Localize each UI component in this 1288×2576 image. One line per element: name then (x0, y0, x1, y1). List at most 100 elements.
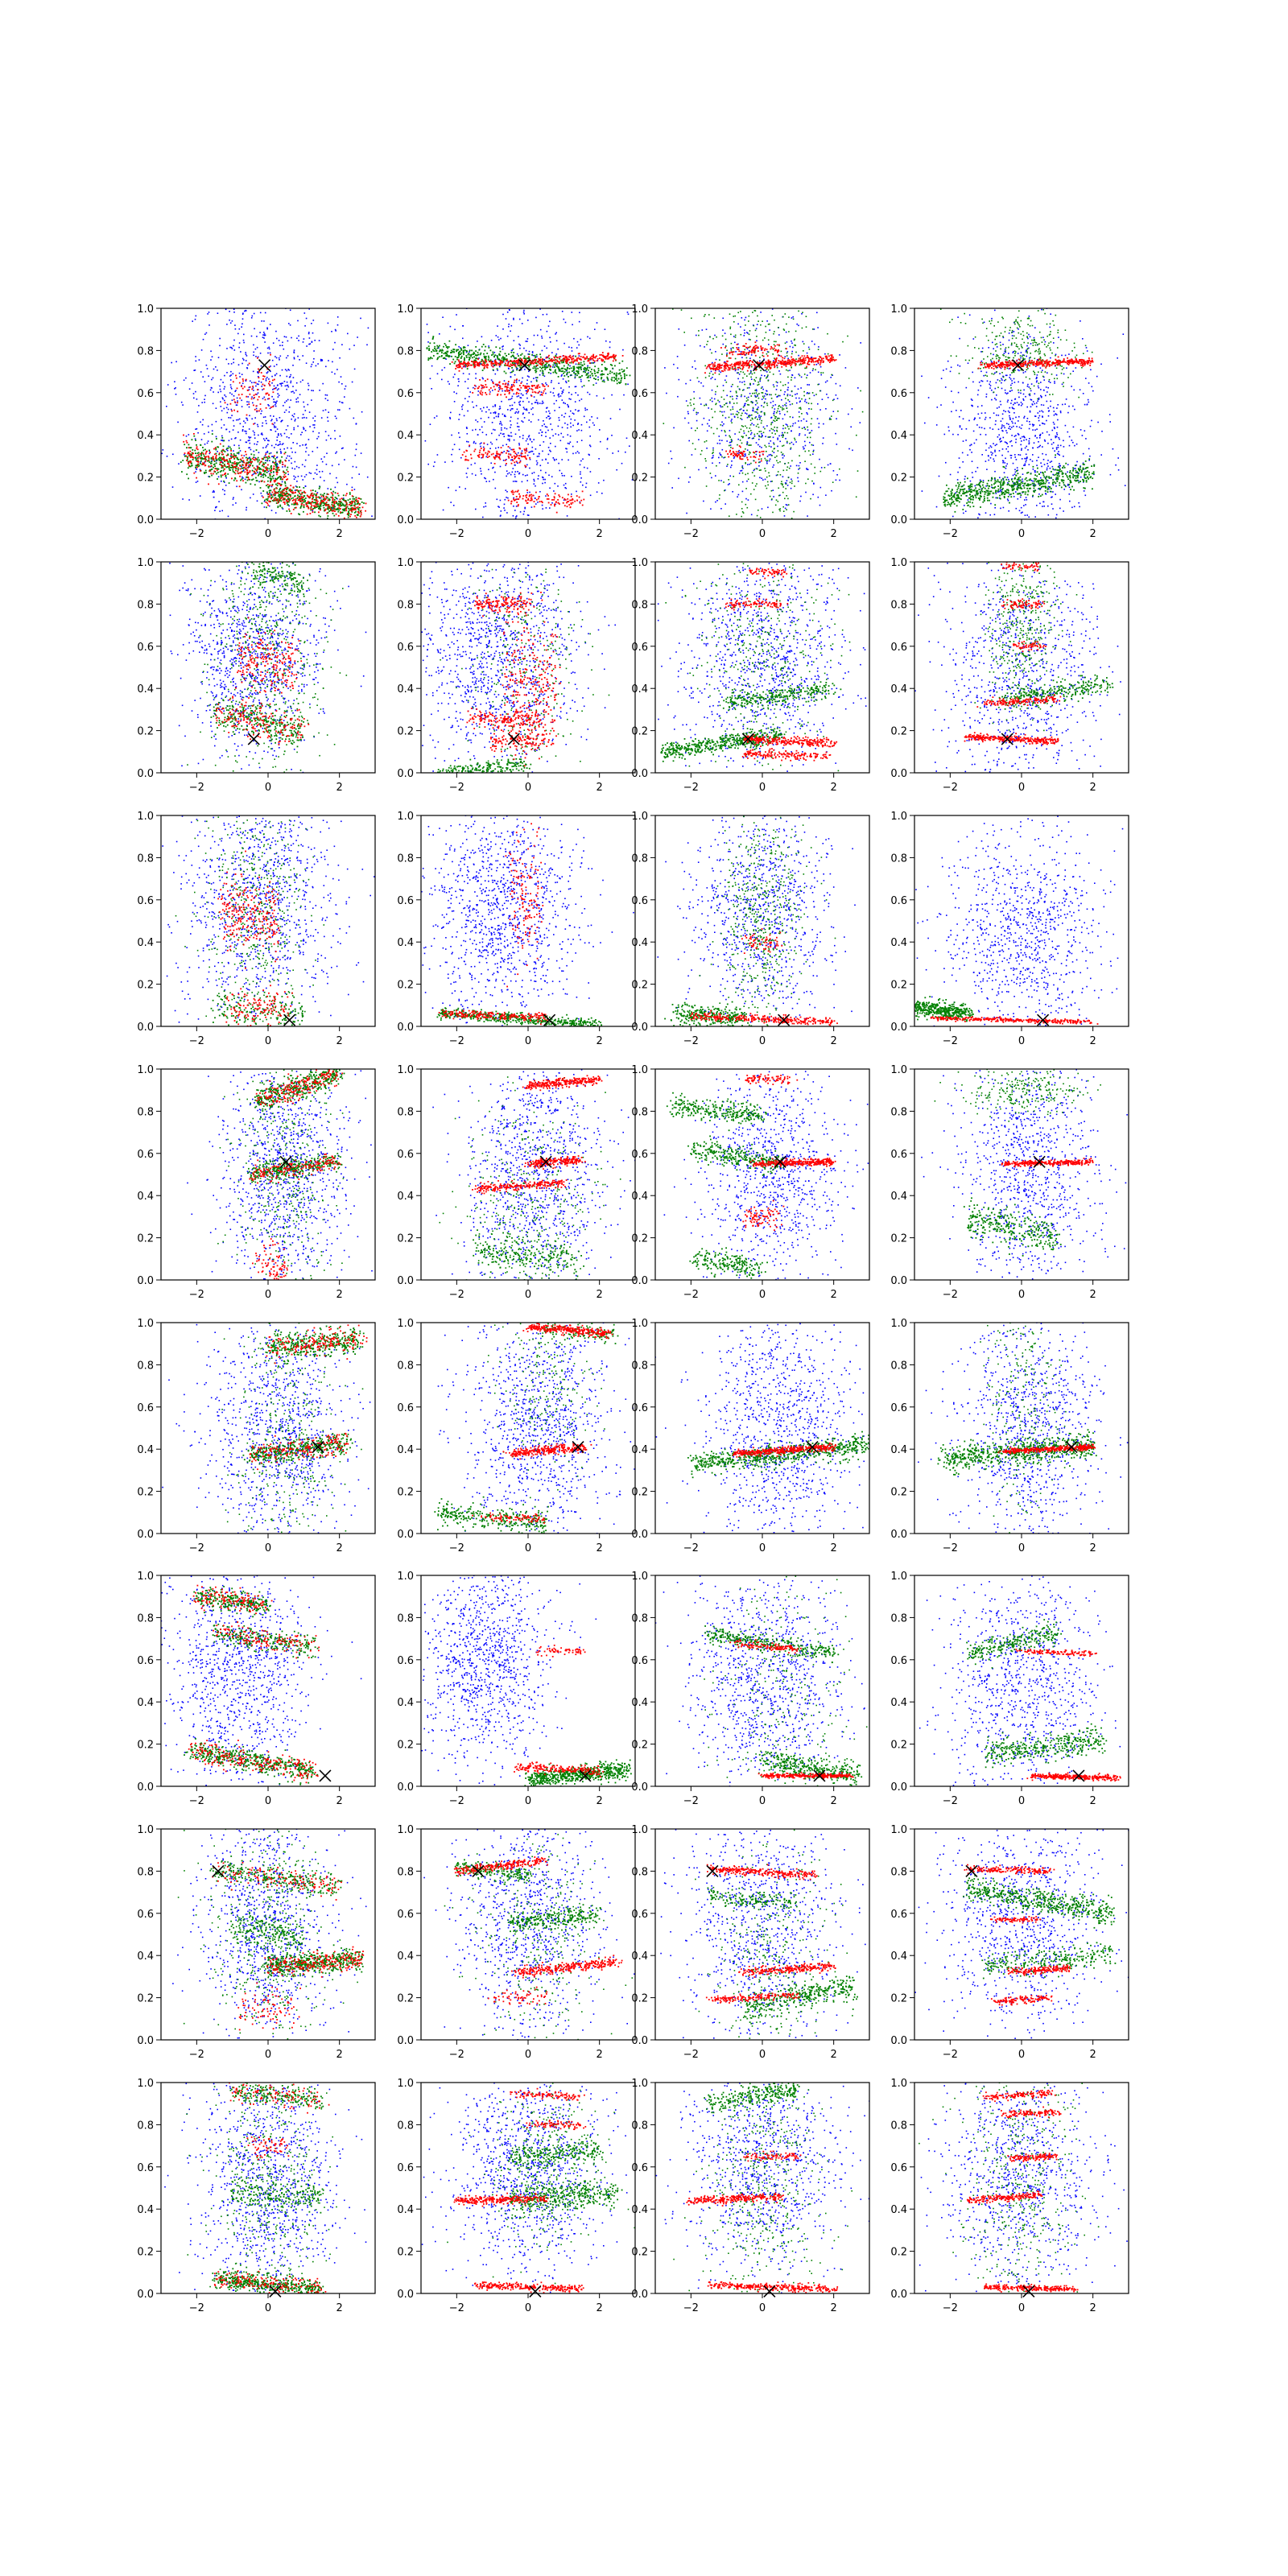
blue-point (201, 349, 203, 351)
blue-point (691, 454, 693, 456)
blue-point (284, 433, 286, 435)
green-point (464, 359, 465, 361)
green-point (197, 452, 199, 454)
x-tick-label: −2 (449, 528, 464, 540)
blue-point (756, 454, 758, 456)
green-point (354, 498, 356, 500)
green-point (532, 368, 534, 369)
green-point (518, 355, 519, 357)
red-point (519, 363, 521, 365)
green-point (204, 473, 205, 474)
blue-point (508, 324, 510, 325)
red-point (262, 497, 264, 498)
blue-point (795, 441, 797, 443)
blue-point (510, 331, 511, 332)
red-point (580, 356, 582, 357)
blue-point (469, 396, 470, 398)
red-point (525, 500, 526, 502)
blue-point (831, 490, 832, 492)
blue-point (504, 380, 506, 382)
blue-point (476, 405, 477, 407)
blue-point (807, 414, 808, 415)
green-point (273, 471, 275, 473)
blue-point (629, 445, 630, 447)
blue-point (546, 411, 547, 413)
red-point (336, 501, 337, 502)
green-point (456, 359, 458, 361)
red-point (262, 458, 263, 460)
green-point (520, 354, 522, 356)
blue-point (475, 374, 477, 375)
red-point (506, 365, 508, 366)
blue-point (278, 388, 279, 390)
green-point (485, 346, 486, 348)
blue-point (224, 386, 225, 388)
red-point (225, 460, 227, 461)
blue-point (720, 407, 722, 408)
blue-point (175, 394, 177, 395)
blue-point (506, 476, 507, 477)
green-point (568, 376, 569, 378)
blue-point (224, 490, 225, 492)
green-point (270, 479, 271, 481)
red-point (458, 359, 460, 361)
red-point (311, 490, 312, 492)
green-point (285, 452, 287, 453)
red-point (183, 435, 184, 436)
blue-point (464, 381, 466, 382)
blue-point (503, 460, 505, 461)
red-point (586, 357, 588, 359)
blue-point (207, 313, 208, 315)
red-point (365, 510, 366, 512)
green-point (454, 349, 456, 350)
green-point (547, 366, 548, 368)
blue-point (554, 403, 555, 405)
green-point (299, 486, 300, 488)
red-point (479, 379, 481, 381)
blue-point (300, 382, 302, 383)
blue-point (277, 428, 279, 430)
red-point (347, 513, 349, 514)
blue-point (226, 429, 228, 431)
blue-point (754, 436, 756, 437)
green-point (475, 358, 477, 360)
green-point (619, 362, 621, 364)
blue-point (530, 421, 532, 423)
blue-point (249, 428, 250, 430)
green-point (330, 497, 332, 498)
blue-point (220, 401, 221, 402)
blue-point (474, 463, 476, 464)
blue-point (787, 351, 789, 353)
red-point (243, 460, 245, 461)
green-point (216, 462, 217, 464)
red-point (323, 497, 324, 498)
blue-point (509, 473, 510, 474)
blue-point (249, 457, 250, 459)
blue-point (258, 435, 259, 436)
blue-point (279, 359, 280, 361)
blue-point (560, 395, 562, 397)
blue-point (494, 429, 496, 431)
blue-point (468, 378, 469, 380)
blue-point (437, 454, 439, 456)
green-point (233, 453, 235, 455)
blue-point (341, 402, 343, 403)
red-point (516, 361, 518, 363)
blue-point (254, 434, 255, 436)
blue-point (799, 433, 801, 435)
blue-point (773, 489, 774, 491)
blue-point (195, 471, 196, 473)
blue-point (451, 454, 452, 456)
blue-point (314, 340, 316, 341)
blue-point (517, 396, 518, 398)
red-point (272, 406, 274, 407)
green-point (242, 468, 243, 469)
red-point (268, 383, 270, 385)
blue-point (305, 430, 307, 431)
green-point (262, 474, 264, 476)
blue-point (710, 378, 712, 380)
blue-point (514, 340, 515, 341)
blue-point (280, 449, 282, 451)
green-point (308, 502, 310, 504)
red-point (233, 456, 234, 457)
